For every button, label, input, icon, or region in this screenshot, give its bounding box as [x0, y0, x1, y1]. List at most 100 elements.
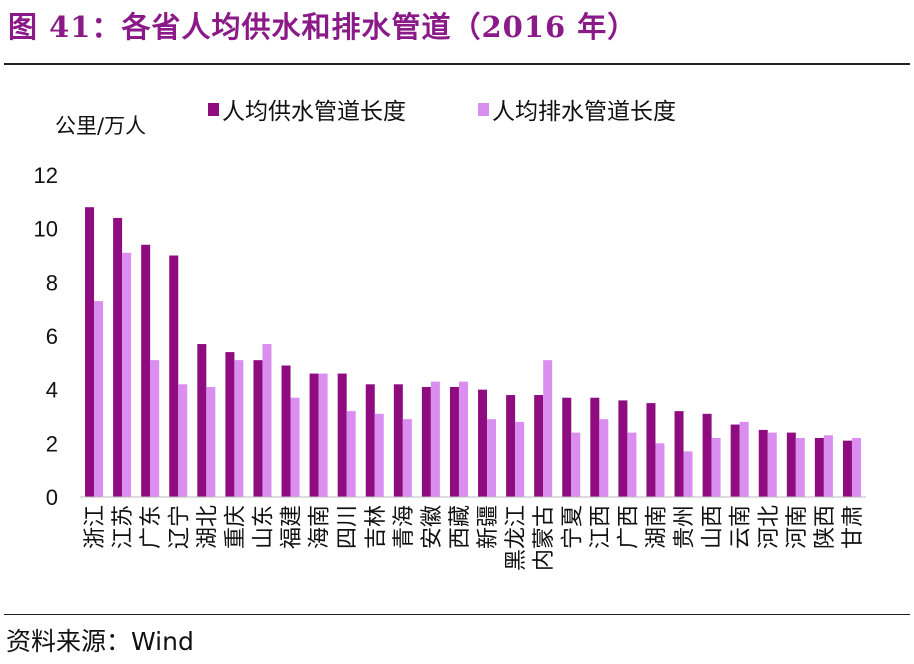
legend-swatch-supply	[208, 102, 219, 116]
bar-supply	[449, 386, 459, 497]
legend-label-drainage: 人均排水管道长度	[492, 99, 676, 125]
bar-drainage	[739, 421, 749, 497]
bar-drainage	[487, 419, 497, 497]
bar-drainage	[458, 381, 468, 497]
x-tick-label: 贵州	[673, 505, 698, 549]
bar-drainage	[543, 360, 553, 497]
bar-supply	[141, 244, 151, 497]
bar-supply	[674, 411, 684, 497]
bar-drainage	[823, 435, 833, 497]
bar-drainage	[318, 373, 328, 497]
x-tick-label: 辽宁	[167, 505, 192, 549]
bar-supply	[197, 344, 207, 497]
bar-drainage	[515, 421, 525, 497]
bar-drainage	[346, 411, 356, 497]
bar-supply	[85, 207, 95, 497]
bottom-divider	[4, 614, 910, 615]
x-tick-label: 青海	[392, 505, 417, 549]
x-tick-label: 广西	[616, 505, 641, 549]
x-tick-label: 西藏	[448, 505, 473, 549]
bar-supply	[281, 365, 291, 497]
x-tick-label: 湖南	[644, 505, 669, 549]
bar-drainage	[122, 252, 132, 497]
bar-drainage	[851, 437, 861, 497]
x-tick-label: 江苏	[111, 505, 136, 549]
bar-chart: 0 2 4 6 8 10 12 浙江 江苏 广东 辽宁 湖北 重庆 山东 福建 海南 四川 吉林 青海 安徽 西藏 新疆黑…	[34, 163, 866, 571]
x-tick-label: 山西	[701, 505, 726, 549]
bar-supply	[113, 217, 123, 497]
x-tick-label: 四川	[336, 505, 361, 549]
x-tick-label: 海南	[308, 505, 333, 549]
bar-supply	[225, 352, 235, 497]
bar-supply	[506, 395, 516, 497]
bar-drainage	[178, 384, 188, 497]
bar-drainage	[767, 432, 777, 497]
x-tick-label: 湖北	[195, 505, 220, 549]
y-tick-label: 8	[46, 270, 58, 295]
bar-supply	[393, 384, 403, 497]
x-tick-label: 山东	[251, 505, 276, 549]
bar-supply	[590, 397, 600, 497]
x-tick-label: 广东	[139, 505, 164, 549]
x-tick-label: 新疆	[476, 505, 501, 549]
bar-supply	[562, 397, 572, 497]
bar-supply	[253, 360, 263, 497]
bar-supply	[702, 413, 712, 497]
bar-drainage	[94, 301, 104, 497]
legend-label-supply: 人均供水管道长度	[222, 99, 406, 125]
x-tick-label: 黑龙江	[504, 505, 529, 571]
bar-supply	[730, 424, 740, 497]
figure-title: 图 41：各省人均供水和排水管道（2016 年）	[8, 10, 638, 44]
x-tick-label: 河南	[785, 505, 810, 549]
x-tick-label: 吉林	[364, 505, 389, 549]
bar-supply	[365, 384, 375, 497]
x-tick-label: 浙江	[83, 505, 108, 549]
bar-drainage	[206, 386, 216, 497]
bar-drainage	[150, 360, 160, 497]
y-tick-label: 4	[46, 378, 58, 403]
bar-drainage	[234, 360, 244, 497]
bar-drainage	[262, 344, 272, 497]
bar-supply	[337, 373, 347, 497]
bar-drainage	[655, 443, 665, 497]
bar-drainage	[430, 381, 440, 497]
bar-supply	[758, 429, 768, 497]
legend-swatch-drainage	[478, 102, 489, 116]
x-tick-label: 内蒙古	[532, 505, 557, 571]
bar-supply	[169, 255, 179, 497]
bar-drainage	[795, 437, 805, 497]
x-tick-label: 安徽	[420, 505, 445, 549]
bar-drainage	[290, 397, 300, 497]
bar-supply	[618, 400, 628, 497]
bar-drainage	[402, 419, 412, 497]
x-tick-label: 重庆	[223, 505, 248, 549]
y-tick-label: 10	[34, 217, 58, 242]
y-tick-label: 0	[46, 485, 58, 510]
bar-drainage	[374, 413, 384, 497]
bar-drainage	[627, 432, 637, 497]
bar-drainage	[683, 451, 693, 497]
bar-supply	[534, 395, 544, 497]
bar-supply	[421, 386, 431, 497]
x-tick-label: 陕西	[813, 505, 838, 549]
bar-drainage	[599, 419, 609, 497]
y-tick-label: 2	[46, 431, 58, 456]
x-tick-label: 甘肃	[841, 505, 866, 549]
bar-supply	[309, 373, 319, 497]
legend-item-drainage: 人均排水管道长度	[478, 92, 676, 126]
y-tick-label: 6	[46, 324, 58, 349]
bar-drainage	[571, 432, 581, 497]
bar-supply	[814, 437, 824, 497]
bar-supply	[478, 389, 488, 497]
x-tick-label: 云南	[729, 505, 754, 549]
source-note: 资料来源：Wind	[6, 627, 194, 656]
x-tick-label: 河北	[757, 505, 782, 549]
bar-supply	[646, 403, 656, 497]
bar-supply	[786, 432, 796, 497]
bar-drainage	[711, 437, 721, 497]
y-axis-unit: 公里/万人	[55, 114, 147, 138]
bar-supply	[842, 440, 852, 497]
x-tick-label: 福建	[280, 505, 305, 549]
y-tick-label: 12	[34, 163, 58, 188]
x-tick-label: 江西	[588, 505, 613, 549]
